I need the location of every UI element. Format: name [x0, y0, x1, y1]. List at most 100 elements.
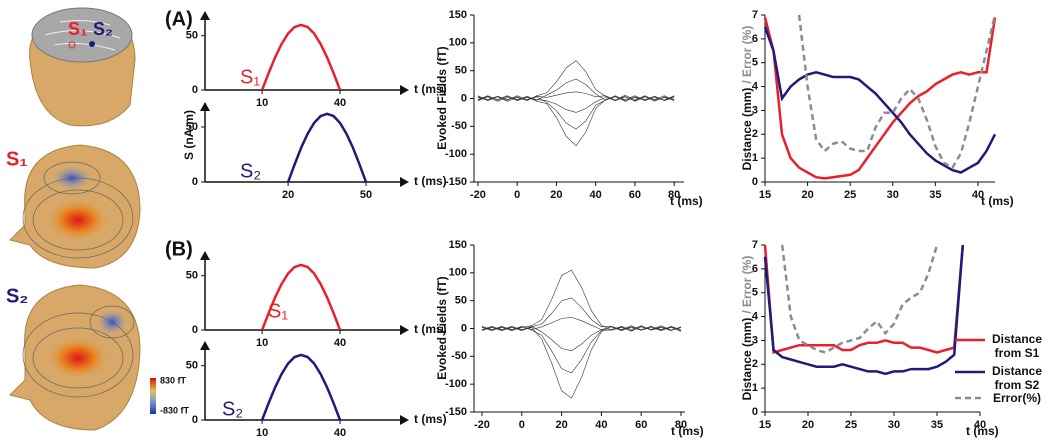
y-axis-arrow [200, 341, 210, 350]
panel-label: (A) [165, 8, 193, 30]
y-axis-label-part: / Error (%) [740, 256, 754, 314]
x-tick-label: 20 [282, 189, 294, 201]
y-tick-label: -150 [445, 406, 467, 418]
panel-label: (B) [165, 238, 193, 260]
y-tick-label: 3 [752, 104, 758, 116]
head-label: S₂ [93, 19, 113, 39]
series-line [477, 95, 675, 113]
y-tick-label: 0 [752, 406, 758, 418]
x-tick-label: 20 [802, 419, 814, 431]
source-label: S₁ [268, 300, 288, 322]
x-axis-label: t (ms) [414, 82, 447, 96]
x-tick-label: 10 [256, 97, 268, 109]
x-tick-label: 10 [256, 427, 268, 439]
x-tick-label: 40 [972, 189, 984, 201]
y-tick-label: 50 [455, 295, 467, 307]
x-tick-label: 40 [334, 427, 346, 439]
y-tick-label: 100 [449, 267, 467, 279]
x-tick-label: 15 [759, 419, 771, 431]
x-tick-label: 35 [931, 419, 943, 431]
y-tick-label: 2 [752, 358, 758, 370]
y-tick-label: -100 [445, 378, 467, 390]
series-line [477, 91, 675, 102]
x-tick-label: 20 [550, 189, 562, 201]
colorbar-min: -830 fT [160, 405, 190, 415]
legend-label: Distance from S2 [991, 364, 1043, 392]
x-tick-label: 40 [334, 337, 346, 349]
y-tick-label: 6 [752, 263, 758, 275]
series-line [477, 95, 675, 147]
y-axis-label-part: Distance (mm) [740, 88, 754, 171]
colorbar-max: 830 fT [160, 375, 187, 385]
head-s2 [9, 284, 141, 431]
y-tick-label: 2 [752, 128, 758, 140]
y-tick-label: 5 [752, 57, 758, 69]
source-label: S₂ [240, 160, 261, 182]
series-line [477, 60, 675, 102]
y-tick-label: -50 [451, 120, 467, 132]
series-line [260, 353, 342, 421]
x-tick-label: 25 [844, 189, 856, 201]
y-tick-label: 0 [192, 324, 198, 336]
x-axis-label: t (ms) [414, 412, 447, 426]
x-axis-arrow [400, 177, 409, 187]
x-tick-label: 35 [929, 189, 941, 201]
x-tick-label: 80 [675, 419, 687, 431]
x-axis-label: t (ms) [966, 424, 999, 438]
x-axis-label: t (ms) [671, 424, 704, 438]
series-line [481, 325, 682, 399]
y-axis-label-part: / Error (%) [740, 26, 754, 84]
x-tick-label: -20 [474, 419, 490, 431]
y-tick-label: 7 [752, 9, 758, 21]
series-line [260, 23, 342, 91]
x-tick-label: 0 [519, 419, 525, 431]
head-s1 [9, 144, 141, 269]
x-axis-label: t (ms) [670, 194, 703, 208]
x-axis-label: t (ms) [414, 174, 447, 188]
y-axis-label: S (nA-m) [182, 110, 196, 160]
x-tick-label: 50 [360, 189, 372, 201]
x-tick-label: 20 [801, 189, 813, 201]
y-axis-arrow [200, 102, 210, 111]
y-axis-label: Distance (mm) / Error (%) [740, 26, 754, 171]
y-tick-label: 50 [186, 121, 198, 133]
y-tick-label: 0 [461, 92, 467, 104]
x-tick-label: -20 [470, 189, 486, 201]
series-line [797, 14, 997, 170]
series-line [481, 269, 682, 332]
x-axis-label: t (ms) [981, 194, 1014, 208]
head-label: S₁ [6, 148, 28, 170]
colorbar [150, 378, 156, 414]
x-tick-label: 30 [888, 419, 900, 431]
head-label: S₂ [6, 285, 28, 307]
x-tick-label: 40 [334, 97, 346, 109]
x-axis-arrow [400, 325, 409, 335]
y-tick-label: 4 [752, 310, 759, 322]
y-tick-label: 0 [461, 322, 467, 334]
x-tick-label: 80 [668, 189, 680, 201]
head-label: S₁ [68, 19, 87, 39]
x-tick-label: 25 [845, 419, 857, 431]
y-axis-arrow [200, 11, 210, 20]
y-tick-label: 0 [752, 176, 758, 188]
series-line [763, 244, 965, 376]
x-tick-label: 30 [887, 189, 899, 201]
series-line [481, 317, 682, 332]
y-axis-label: Evoked Fields (fT) [435, 276, 449, 379]
series-line [286, 112, 368, 183]
y-axis-label-part: Distance (mm) [740, 318, 754, 401]
x-tick-label: 0 [514, 189, 520, 201]
y-tick-label: 50 [186, 270, 198, 282]
y-tick-label: 150 [449, 9, 467, 21]
source-label: S₂ [222, 398, 243, 420]
y-tick-label: 0 [192, 176, 198, 188]
x-axis-arrow [400, 415, 409, 425]
y-tick-label: 0 [192, 414, 198, 426]
y-tick-label: 1 [752, 382, 758, 394]
y-tick-label: 6 [752, 33, 758, 45]
x-tick-label: 40 [974, 419, 986, 431]
x-tick-label: 15 [759, 189, 771, 201]
y-tick-label: 50 [186, 30, 198, 42]
x-tick-label: 40 [595, 419, 607, 431]
